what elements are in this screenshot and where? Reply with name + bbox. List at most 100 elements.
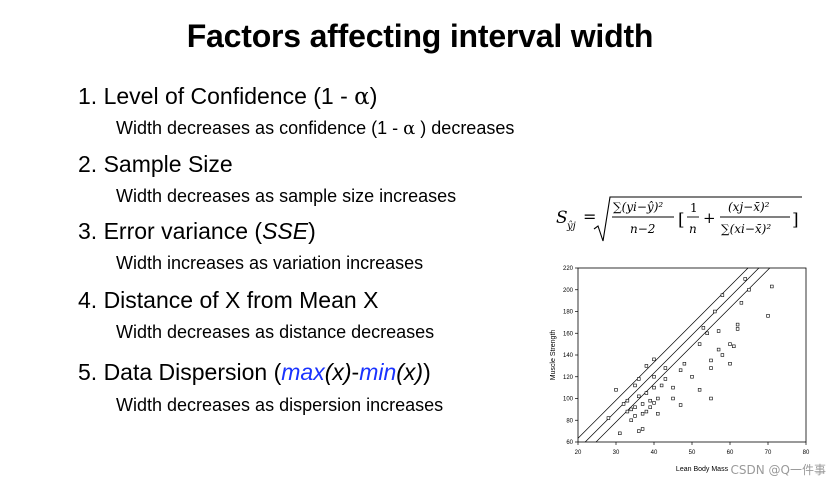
max-term: max — [281, 359, 325, 385]
data-point — [629, 418, 633, 422]
data-point — [697, 388, 702, 392]
alpha-symbol: α — [354, 84, 370, 110]
data-point — [678, 368, 683, 372]
scatter-chart: 20 30 40 50 60 70 80 60 80 100 120 140 160 180 200 220 L… — [550, 266, 810, 473]
upper-band-line — [577, 267, 749, 439]
data-point — [652, 401, 656, 405]
svg-text:∑(xi−x̄)²: ∑(xi−x̄)² — [721, 222, 771, 236]
data-point — [709, 366, 713, 370]
data-point — [644, 391, 649, 395]
data-point — [640, 412, 645, 416]
x-tick-label: 80 — [803, 450, 810, 456]
factor-1-detail: Width decreases as confidence (1 - α ) d… — [116, 118, 515, 139]
data-point — [640, 427, 645, 431]
data-point — [743, 277, 747, 281]
data-point — [644, 364, 649, 368]
factor-5-detail: Width decreases as dispersion increases — [116, 395, 444, 415]
factor-2-heading: 2. Sample Size — [78, 151, 233, 177]
svg-text:n: n — [689, 222, 697, 236]
data-point — [644, 409, 649, 414]
x-tick-label: 40 — [651, 450, 658, 456]
data-point — [713, 309, 717, 314]
data-point — [709, 358, 713, 363]
data-point — [671, 385, 675, 390]
slide-title: Factors affecting interval width — [186, 18, 654, 54]
watermark: CSDN @Q一件事 — [730, 463, 826, 477]
data-point — [697, 342, 702, 346]
svg-text:]: ] — [792, 210, 799, 230]
factor-3-heading: 3. Error variance (SSE) — [78, 218, 316, 244]
y-tick-label: 140 — [563, 353, 574, 359]
data-point — [621, 402, 626, 406]
data-point — [637, 429, 641, 433]
svg-text:(xj−x̄)²: (xj−x̄)² — [728, 200, 770, 214]
data-point — [716, 329, 721, 333]
svg-text:1: 1 — [690, 201, 698, 215]
data-point — [728, 342, 732, 346]
x-tick-label: 20 — [575, 450, 582, 456]
factor-2-detail: Width decreases as sample size increases — [116, 186, 457, 206]
data-point — [705, 331, 709, 335]
factor-3-detail: Width increases as variation increases — [116, 253, 424, 273]
data-point — [652, 385, 656, 390]
svg-text:n−2: n−2 — [630, 222, 655, 236]
y-tick-label: 160 — [563, 331, 574, 337]
data-point — [728, 362, 732, 366]
standard-error-formula: S ŷj = ∑(yi−ŷ)² n−2 [ 1 n + (xj−x̄)² ∑(x… — [556, 196, 802, 242]
y-tick-label: 60 — [566, 440, 573, 446]
x-tick-label: 50 — [689, 450, 696, 456]
data-point — [678, 403, 683, 407]
data-point — [770, 284, 774, 289]
data-point — [663, 377, 668, 381]
data-point — [637, 394, 641, 399]
data-point — [766, 314, 770, 318]
data-point — [656, 396, 660, 401]
x-tick-label: 60 — [727, 450, 734, 456]
y-tick-label: 200 — [563, 288, 574, 294]
data-point — [735, 322, 740, 327]
regression-line — [584, 267, 760, 443]
y-tick-label: 100 — [563, 397, 574, 403]
data-point — [747, 288, 751, 292]
svg-text:[: [ — [678, 210, 685, 230]
data-point — [618, 431, 622, 435]
plot-frame — [577, 267, 807, 443]
factor-4-detail: Width decreases as distance decreases — [116, 322, 435, 342]
data-point — [633, 414, 637, 418]
factor-5-heading: 5. Data Dispersion (max(x)-min(x)) — [78, 359, 431, 385]
data-point — [614, 388, 618, 392]
data-point — [652, 357, 656, 362]
y-tick-label: 120 — [563, 375, 574, 381]
lower-band-line — [595, 267, 770, 443]
y-axis-label: Muscle Strength — [550, 330, 557, 381]
data-point — [633, 405, 637, 409]
svg-text:∑(yi−ŷ)²: ∑(yi−ŷ)² — [613, 200, 663, 214]
data-point — [629, 407, 633, 412]
data-point — [732, 344, 736, 349]
data-point — [648, 398, 652, 403]
data-point — [625, 398, 630, 403]
data-point — [701, 326, 706, 330]
data-point — [659, 383, 664, 388]
x-axis-label: Lean Body Mass — [676, 466, 729, 473]
svg-text:ŷj: ŷj — [566, 221, 576, 232]
y-tick-label: 80 — [566, 418, 573, 424]
data-point — [716, 347, 721, 352]
svg-text:+: + — [703, 209, 716, 227]
svg-text:=: = — [583, 207, 596, 226]
alpha-symbol: α — [403, 118, 416, 139]
data-point — [606, 416, 611, 420]
svg-text:S: S — [556, 208, 568, 228]
y-tick-label: 180 — [563, 310, 574, 316]
data-point — [720, 293, 725, 297]
factor-4-heading: 4. Distance of X from Mean X — [78, 287, 379, 313]
data-point — [633, 383, 637, 388]
data-point — [682, 362, 687, 366]
data-point — [671, 396, 675, 401]
x-tick-label: 30 — [613, 450, 620, 456]
data-point — [690, 375, 694, 379]
data-point — [720, 353, 725, 357]
data-point — [652, 375, 656, 379]
min-term: min — [359, 359, 397, 385]
data-point — [648, 405, 652, 409]
